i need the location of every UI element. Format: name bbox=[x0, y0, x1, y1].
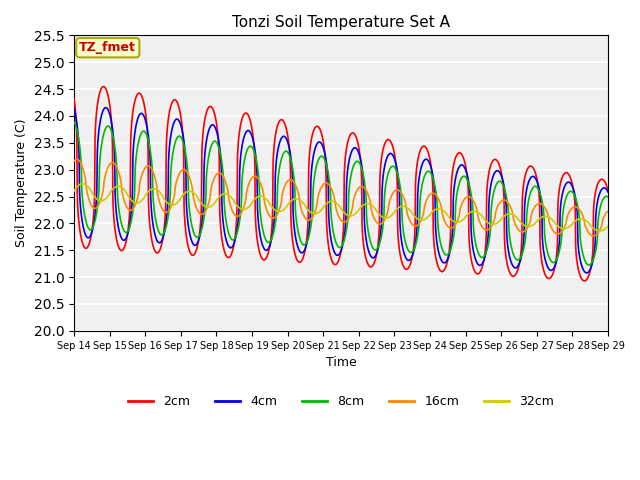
Title: Tonzi Soil Temperature Set A: Tonzi Soil Temperature Set A bbox=[232, 15, 450, 30]
Legend: 2cm, 4cm, 8cm, 16cm, 32cm: 2cm, 4cm, 8cm, 16cm, 32cm bbox=[123, 390, 559, 413]
Y-axis label: Soil Temperature (C): Soil Temperature (C) bbox=[15, 119, 28, 247]
Text: TZ_fmet: TZ_fmet bbox=[79, 41, 136, 54]
X-axis label: Time: Time bbox=[326, 356, 356, 369]
